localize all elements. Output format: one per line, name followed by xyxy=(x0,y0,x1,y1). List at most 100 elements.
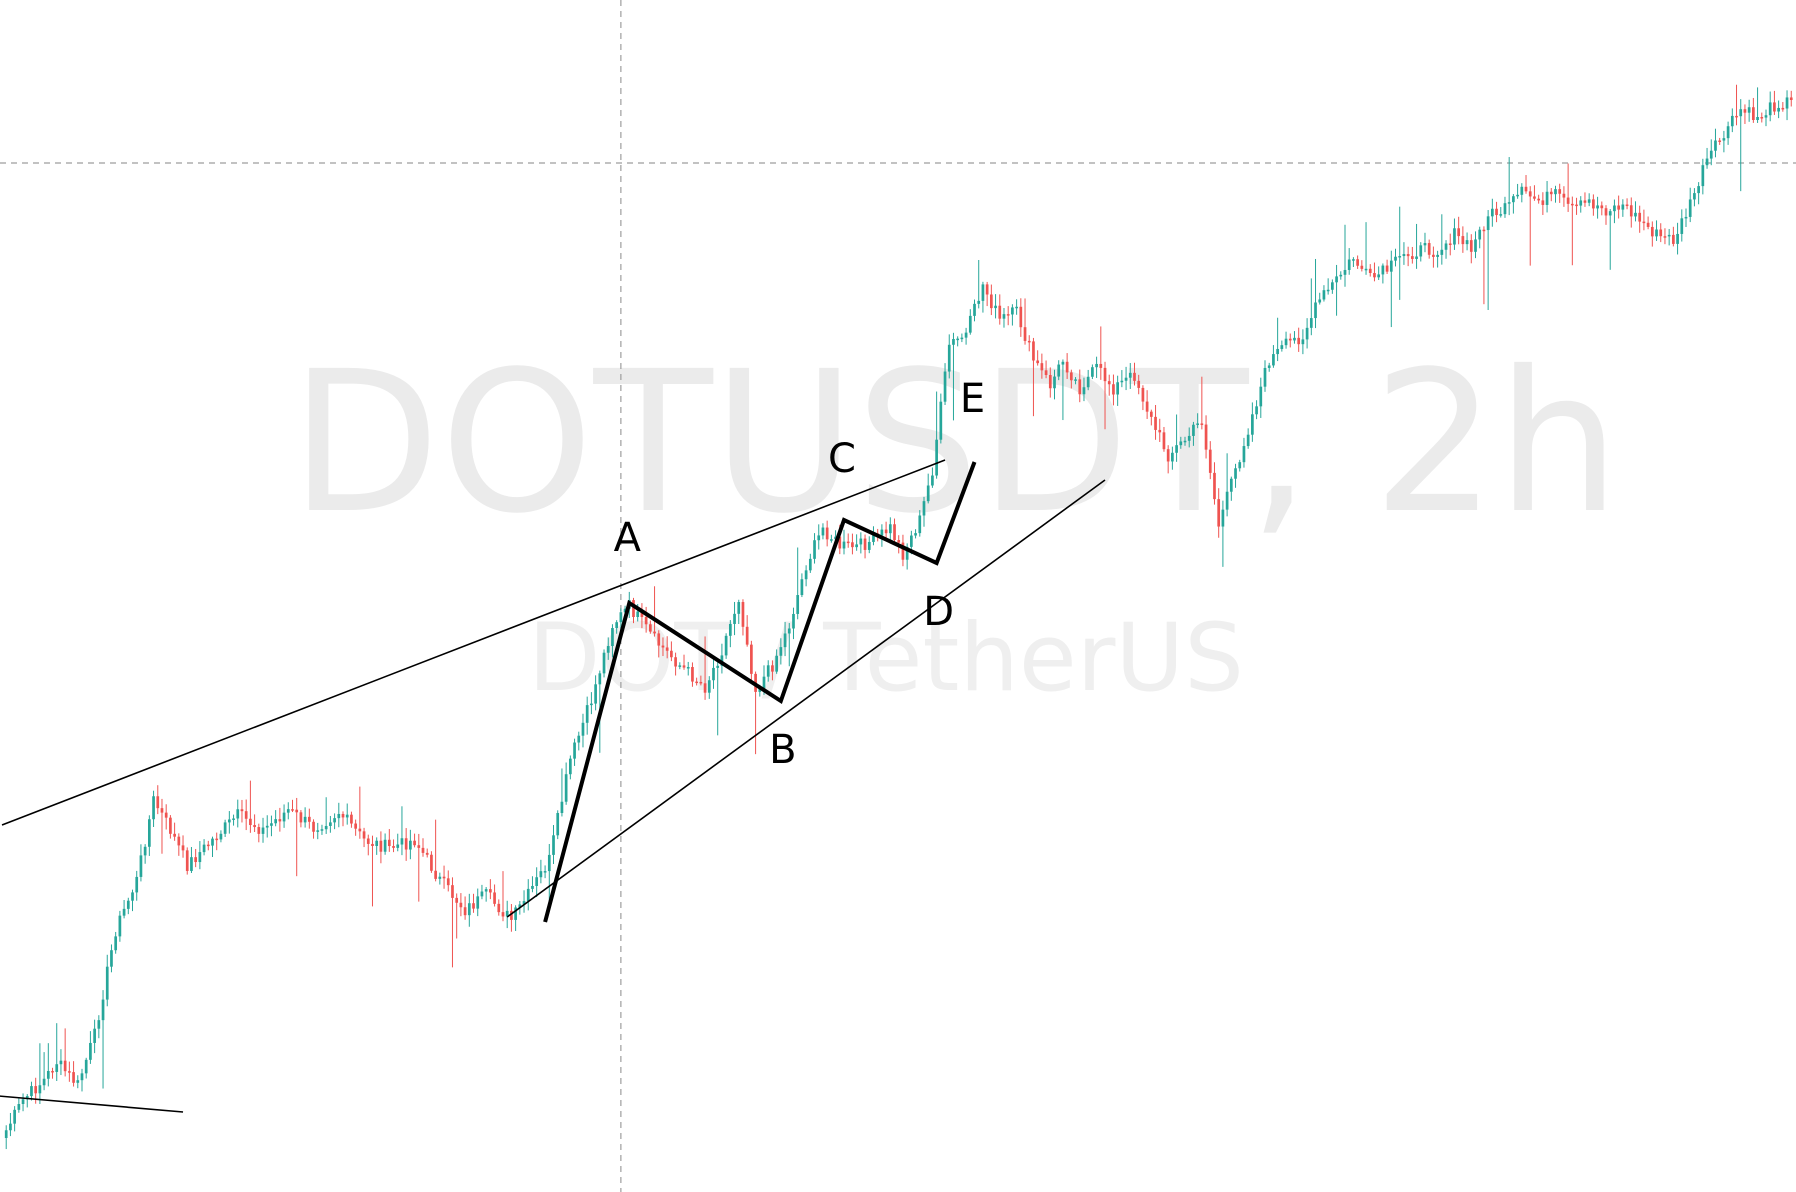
candle-body xyxy=(316,830,320,832)
candle-body xyxy=(244,811,248,819)
candle-body xyxy=(926,485,930,502)
candle-body xyxy=(63,1060,67,1072)
candle-body xyxy=(1756,117,1759,121)
candle-body xyxy=(1575,204,1578,207)
candle-body xyxy=(72,1072,75,1083)
candle-body xyxy=(68,1071,71,1073)
candle-body xyxy=(1394,256,1397,261)
candle-body xyxy=(1158,429,1162,433)
candle-body xyxy=(994,305,997,309)
candle-body xyxy=(1171,452,1174,462)
candle-body xyxy=(1183,440,1187,443)
candle-body xyxy=(38,1085,42,1094)
candle-body xyxy=(156,796,160,809)
candle-body xyxy=(232,818,235,820)
candle-body xyxy=(1318,299,1322,303)
candle-body xyxy=(169,817,172,834)
candle-body xyxy=(728,623,732,636)
watermark-description-text: DOT / TetherUS xyxy=(528,604,1244,713)
candle-body xyxy=(291,809,294,811)
candle-body xyxy=(1718,140,1722,143)
candle-body xyxy=(910,535,913,547)
candle-body xyxy=(1204,424,1208,450)
watermark: DOTUSDT, 2h DOT / TetherUS xyxy=(290,329,1620,713)
candle-body xyxy=(830,539,833,541)
candle-body xyxy=(1415,256,1418,259)
candle-body xyxy=(745,626,749,645)
candle-body xyxy=(1423,243,1427,246)
candle-body xyxy=(1128,372,1132,378)
candle-body xyxy=(198,852,202,863)
candle-body xyxy=(623,608,627,613)
candle-body xyxy=(1112,384,1115,395)
candle-body xyxy=(152,796,155,820)
candle-body xyxy=(1482,229,1486,232)
candle-body xyxy=(1032,341,1035,361)
candle-body xyxy=(632,600,635,618)
candle-body xyxy=(943,371,947,402)
candle-body xyxy=(455,897,459,903)
candle-body xyxy=(324,825,328,830)
candle-body xyxy=(1238,462,1242,469)
candle-body xyxy=(1554,189,1557,195)
candle-body xyxy=(590,703,593,706)
candle-body xyxy=(417,845,421,848)
candle-body xyxy=(1566,197,1570,204)
candle-body xyxy=(1381,265,1385,275)
candle-body xyxy=(888,524,892,534)
candle-body xyxy=(379,840,383,852)
candle-body xyxy=(337,813,341,819)
candle-body xyxy=(1617,205,1620,210)
candle-body xyxy=(1074,379,1077,381)
candle-body xyxy=(636,611,640,618)
candle-body xyxy=(1474,239,1477,252)
candle-body xyxy=(644,616,648,625)
candle-body xyxy=(1693,193,1696,200)
candle-body xyxy=(661,645,665,648)
candle-body xyxy=(918,515,922,534)
candle-body xyxy=(1297,337,1301,345)
wave-label-e: E xyxy=(960,376,985,422)
candle-body xyxy=(956,338,960,341)
candle-body xyxy=(615,622,619,629)
candle-body xyxy=(1499,214,1503,216)
candle-body xyxy=(278,819,282,822)
candle-body xyxy=(194,857,198,863)
candle-body xyxy=(350,814,353,824)
candle-body xyxy=(131,892,134,901)
candle-body xyxy=(1133,372,1136,381)
candle-body xyxy=(1293,337,1296,341)
candle-body xyxy=(834,536,837,540)
candle-body xyxy=(1701,165,1705,187)
candle-body xyxy=(514,907,517,920)
candle-body xyxy=(1684,216,1688,219)
candle-body xyxy=(1251,414,1254,435)
candle-body xyxy=(1343,269,1347,275)
candle-body xyxy=(817,535,821,541)
candle-body xyxy=(139,855,143,877)
candle-body xyxy=(981,284,985,301)
candle-body xyxy=(1145,401,1149,412)
candle-body xyxy=(1229,478,1233,492)
candle-body xyxy=(1192,424,1195,436)
candle-body xyxy=(312,821,315,832)
candle-body xyxy=(1773,102,1776,112)
candle-body xyxy=(122,908,126,916)
candle-body xyxy=(510,910,513,920)
candle-body xyxy=(787,628,791,634)
candle-body xyxy=(1175,445,1178,453)
candle-body xyxy=(1524,186,1528,192)
candle-body xyxy=(539,871,543,878)
candle-body xyxy=(998,305,1002,319)
candle-body xyxy=(1705,158,1709,166)
candle-body xyxy=(905,546,909,560)
candle-body xyxy=(771,665,774,672)
candle-body xyxy=(1785,97,1789,109)
candle-body xyxy=(249,818,252,826)
candle-body xyxy=(253,825,256,828)
candle-body xyxy=(1735,115,1738,118)
candle-body xyxy=(518,904,522,908)
candle-body xyxy=(459,902,463,908)
